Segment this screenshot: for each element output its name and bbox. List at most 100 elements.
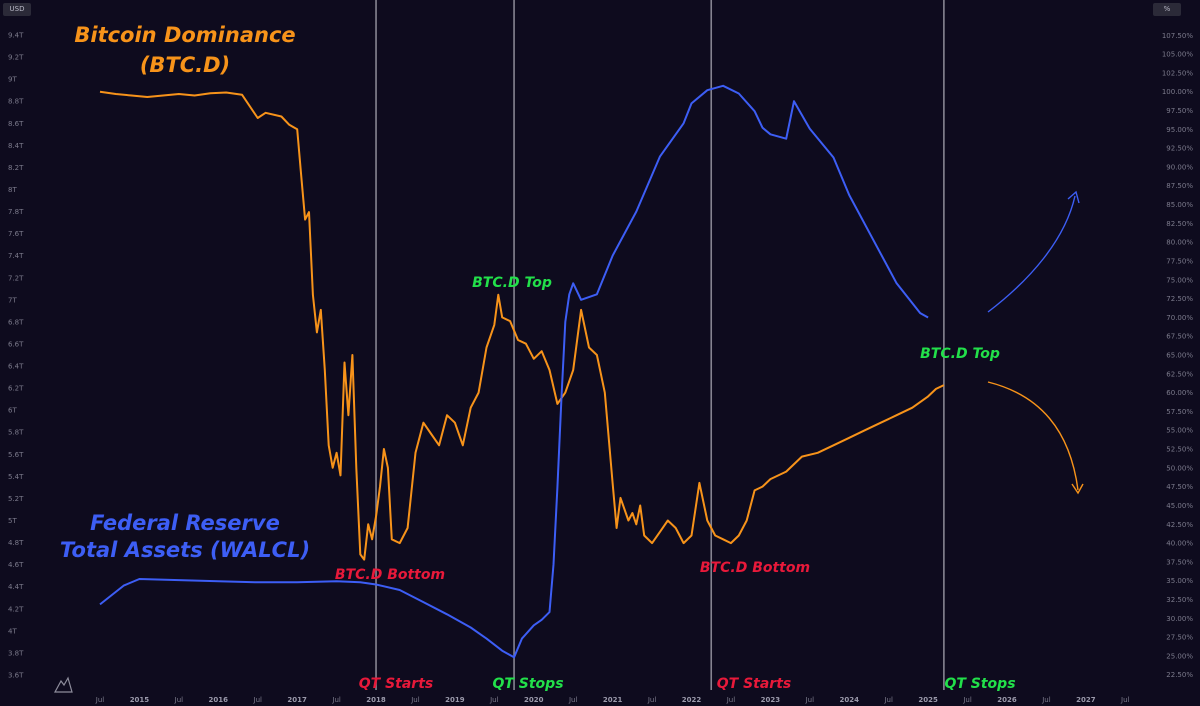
x-tick-label: 2022 — [682, 696, 702, 704]
right-tick-label: 37.50% — [1166, 558, 1193, 566]
currency-badge[interactable]: USD — [3, 3, 31, 16]
left-tick-label: 3.8T — [8, 649, 24, 657]
qt-marker-lines — [375, 0, 945, 690]
x-tick-label: 2023 — [761, 696, 781, 704]
left-tick-label: 6.4T — [8, 363, 24, 371]
right-tick-label: 62.50% — [1166, 370, 1193, 378]
right-tick-label: 107.50% — [1162, 32, 1193, 40]
percent-scale-badge[interactable]: % — [1153, 3, 1181, 16]
right-tick-label: 30.00% — [1166, 615, 1193, 623]
annotation-qt-starts-1: QT Starts — [359, 676, 433, 692]
x-tick-label: Jul — [1120, 696, 1130, 704]
x-tick-label: Jul — [962, 696, 972, 704]
x-tick-label: 2015 — [130, 696, 150, 704]
left-tick-label: 5.2T — [8, 495, 24, 503]
x-tick-label: Jul — [489, 696, 499, 704]
right-tick-label: 90.00% — [1166, 163, 1193, 171]
right-tick-label: 65.00% — [1166, 352, 1193, 360]
down-arrow-head — [1071, 483, 1084, 495]
annotation-qt-starts-2: QT Starts — [717, 676, 791, 692]
right-tick-label: 102.50% — [1162, 69, 1193, 77]
left-tick-label: 7.4T — [8, 252, 24, 260]
left-tick-label: 8.4T — [8, 142, 24, 150]
right-tick-label: 22.50% — [1166, 671, 1193, 679]
right-tick-label: 45.00% — [1166, 502, 1193, 510]
right-tick-label: 27.50% — [1166, 634, 1193, 642]
right-tick-label: 85.00% — [1166, 201, 1193, 209]
btcd-line — [99, 90, 945, 561]
right-tick-label: 57.50% — [1166, 408, 1193, 416]
left-tick-label: 4.6T — [8, 561, 24, 569]
x-tick-label: 2020 — [524, 696, 544, 704]
right-tick-label: 40.00% — [1166, 540, 1193, 548]
left-axis: 9.4T 9.2T 9T 8.8T 8.6T 8.4T 8.2T 8T 7.8T 7.6T 7.4T… — [8, 32, 24, 680]
walcl-line — [99, 84, 929, 659]
x-tick-label: Jul — [174, 696, 184, 704]
right-tick-label: 97.50% — [1166, 107, 1193, 115]
left-tick-label: 7.8T — [8, 208, 24, 216]
right-tick-label: 77.50% — [1166, 257, 1193, 265]
left-tick-label: 6.6T — [8, 340, 24, 348]
annotation-title-walcl-2: Total Assets (WALCL) — [60, 538, 310, 562]
projection-arrows — [987, 190, 1084, 495]
annotation-bottom-1: BTC.D Bottom — [335, 567, 445, 583]
right-tick-label: 52.50% — [1166, 446, 1193, 454]
right-tick-label: 42.50% — [1166, 521, 1193, 529]
left-tick-label: 9.4T — [8, 32, 24, 40]
up-arrow-head — [1067, 190, 1080, 204]
right-tick-label: 70.00% — [1166, 314, 1193, 322]
annotation-bottom-2: BTC.D Bottom — [700, 560, 810, 576]
x-tick-label: 2018 — [366, 696, 386, 704]
left-tick-label: 4.4T — [8, 583, 24, 591]
x-tick-label: 2016 — [209, 696, 229, 704]
annotation-title-btcd-1: Bitcoin Dominance — [74, 23, 295, 47]
x-tick-label: 2017 — [287, 696, 307, 704]
right-axis: 107.50% 105.00% 102.50% 100.00% 97.50% 95.00%… — [1162, 32, 1193, 679]
time-axis: Jul 2015 Jul 2016 Jul 2017 Jul 2018 Jul 2019 Jul 20… — [95, 696, 1130, 704]
x-tick-label: Jul — [1041, 696, 1051, 704]
right-tick-label: 105.00% — [1162, 51, 1193, 59]
right-tick-label: 55.00% — [1166, 427, 1193, 435]
x-tick-label: 2025 — [918, 696, 938, 704]
right-tick-label: 80.00% — [1166, 239, 1193, 247]
annotation-qt-stops-1: QT Stops — [492, 676, 563, 692]
x-tick-label: Jul — [883, 696, 893, 704]
left-tick-label: 5T — [8, 517, 17, 525]
left-tick-label: 6.8T — [8, 318, 24, 326]
up-arrow — [987, 195, 1076, 313]
right-tick-label: 95.00% — [1166, 126, 1193, 134]
left-tick-label: 4.8T — [8, 539, 24, 547]
x-tick-label: 2021 — [603, 696, 623, 704]
left-tick-label: 8.6T — [8, 120, 24, 128]
left-tick-label: 6.2T — [8, 385, 24, 393]
logo-icon — [53, 676, 73, 693]
annotation-title-btcd-2: (BTC.D) — [140, 53, 230, 77]
left-tick-label: 7.6T — [8, 230, 24, 238]
left-tick-label: 5.4T — [8, 473, 24, 481]
annotation-qt-stops-2: QT Stops — [944, 676, 1015, 692]
right-tick-label: 50.00% — [1166, 464, 1193, 472]
x-tick-label: Jul — [805, 696, 815, 704]
x-tick-label: Jul — [331, 696, 341, 704]
left-tick-label: 5.6T — [8, 451, 24, 459]
x-tick-label: Jul — [568, 696, 578, 704]
right-tick-label: 60.00% — [1166, 389, 1193, 397]
right-tick-label: 32.50% — [1166, 596, 1193, 604]
tradingview-logo — [53, 676, 73, 693]
left-tick-label: 5.8T — [8, 429, 24, 437]
right-tick-label: 47.50% — [1166, 483, 1193, 491]
right-tick-label: 82.50% — [1166, 220, 1193, 228]
left-tick-label: 8.8T — [8, 98, 24, 106]
left-tick-label: 6T — [8, 407, 17, 415]
left-tick-label: 9.2T — [8, 54, 24, 62]
x-tick-label: Jul — [410, 696, 420, 704]
x-tick-label: Jul — [647, 696, 657, 704]
annotation-top-2: BTC.D Top — [920, 346, 1000, 362]
series-lines — [99, 84, 945, 659]
x-tick-label: 2024 — [840, 696, 860, 704]
x-tick-label: 2027 — [1076, 696, 1096, 704]
right-tick-label: 25.00% — [1166, 652, 1193, 660]
x-tick-label: Jul — [253, 696, 263, 704]
down-arrow — [987, 381, 1079, 491]
